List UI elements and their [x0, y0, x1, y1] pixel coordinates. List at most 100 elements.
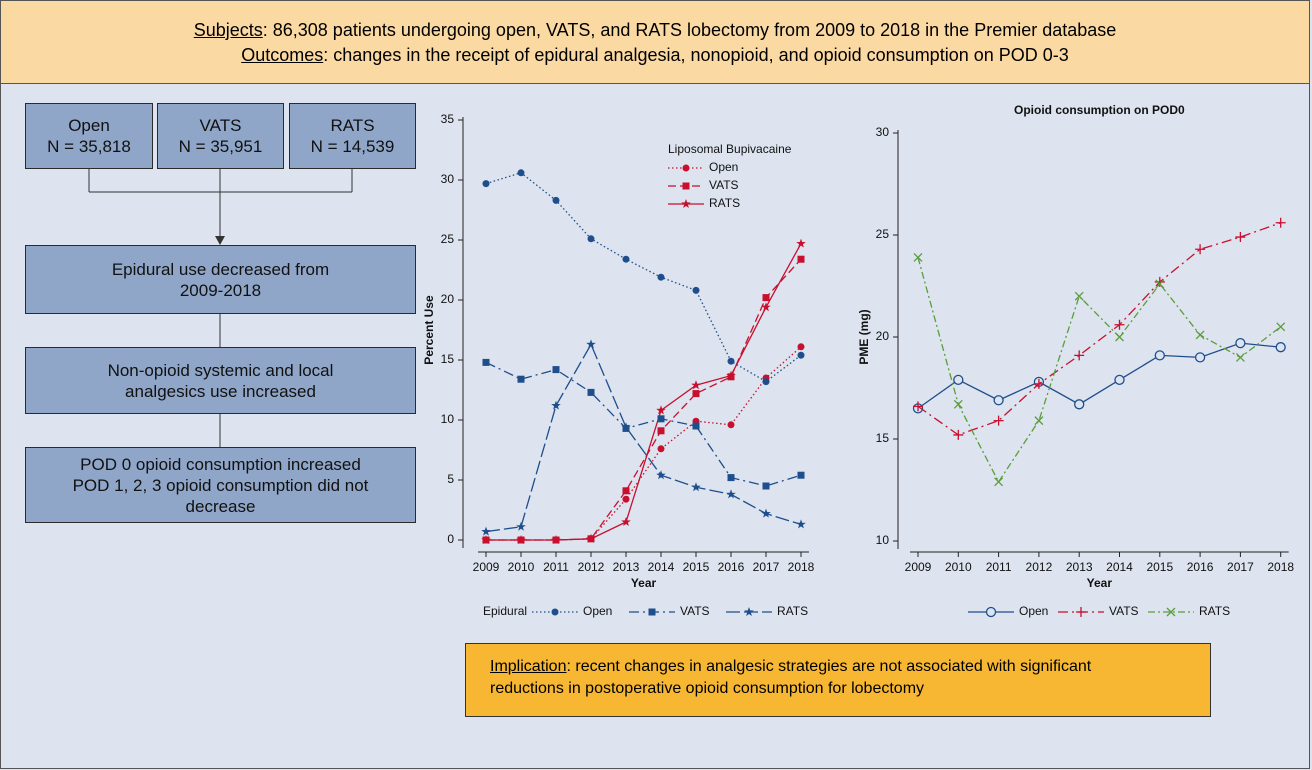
marker [657, 273, 665, 281]
marker [692, 286, 700, 294]
marker [621, 517, 631, 526]
marker [622, 255, 630, 263]
marker [1033, 378, 1044, 389]
series-line [485, 342, 802, 533]
legend-label: VATS [680, 604, 710, 618]
group-n: N = 14,539 [310, 137, 395, 156]
y-tick-label: 35 [441, 112, 455, 126]
marker [953, 399, 963, 409]
marker [481, 526, 491, 536]
marker [656, 405, 666, 415]
marker [1166, 607, 1176, 617]
marker [622, 487, 630, 495]
marker [1195, 244, 1206, 255]
marker [517, 375, 525, 383]
marker [1235, 337, 1246, 349]
marker [727, 474, 735, 482]
marker [586, 533, 596, 543]
marker [1074, 399, 1085, 410]
marker [1076, 607, 1086, 617]
x-tick-label: 2015 [683, 560, 710, 574]
outcomes-text: : changes in the receipt of epidural ana… [323, 45, 1069, 65]
x-tick-label: 2011 [543, 560, 569, 574]
y-tick-label: 25 [441, 232, 455, 246]
series-line [485, 172, 802, 383]
group-label: Open [68, 116, 110, 135]
group-box: VATS N = 35,951 [157, 103, 284, 169]
marker [1195, 330, 1205, 340]
step-line: POD 0 opioid consumption increased [80, 454, 361, 474]
marker [482, 358, 490, 366]
x-tick-label: 2010 [945, 560, 972, 574]
marker [551, 535, 561, 544]
header: Subjects: 86,308 patients undergoing ope… [0, 0, 1310, 84]
marker [622, 495, 630, 503]
marker [1235, 352, 1245, 362]
chart-title: Opioid consumption on POD0 [1014, 103, 1185, 117]
marker [1155, 279, 1165, 289]
marker [727, 421, 735, 429]
marker [727, 357, 735, 365]
marker [657, 415, 665, 423]
subjects-line: Subjects: 86,308 patients undergoing ope… [1, 18, 1309, 43]
y-tick-label: 15 [441, 352, 455, 366]
step-box: POD 0 opioid consumption increased POD 1,… [25, 447, 416, 523]
marker [517, 169, 525, 177]
series-line [486, 346, 802, 541]
x-tick-label: 2012 [578, 560, 605, 574]
implication-label: Implication [490, 658, 567, 675]
x-tick-label: 2009 [473, 560, 500, 574]
x-tick-label: 2016 [1187, 560, 1214, 574]
subjects-label: Subjects [193, 20, 263, 40]
step-line: POD 1, 2, 3 opioid consumption did not [72, 475, 369, 495]
marker [744, 607, 754, 616]
y-tick-label: 10 [876, 533, 890, 547]
y-tick-label: 10 [441, 412, 455, 426]
step-box: Epidural use decreased from 2009-2018 [25, 245, 416, 314]
marker [657, 445, 665, 453]
marker [953, 374, 964, 385]
x-tick-label: 2012 [1026, 560, 1053, 574]
step-line: Epidural use decreased from [111, 259, 330, 279]
marker [552, 196, 560, 204]
legend-label: Open [1019, 604, 1048, 618]
marker [691, 482, 701, 492]
marker [761, 302, 771, 312]
marker [726, 370, 736, 380]
connector [88, 168, 353, 447]
marker [692, 422, 700, 430]
x-tick-label: 2016 [718, 560, 745, 574]
x-tick-label: 2009 [905, 560, 932, 574]
marker [1115, 332, 1124, 342]
subjects-text: : 86,308 patients undergoing open, VATS,… [262, 20, 1117, 40]
legend-label: VATS [1109, 604, 1139, 618]
marker [762, 482, 770, 490]
step-line: Non-opioid systemic and local [107, 360, 334, 380]
outcomes-line: Outcomes: changes in the receipt of epid… [1, 43, 1309, 68]
legend-title: Epidural [483, 604, 527, 618]
y-tick-label: 30 [441, 172, 455, 186]
marker [482, 180, 490, 188]
content-frame [0, 84, 1310, 769]
series-line [486, 243, 802, 541]
y-tick-label: 0 [447, 532, 454, 546]
marker [797, 343, 805, 351]
marker [796, 238, 806, 248]
marker [1154, 350, 1165, 361]
y-tick-label: 30 [876, 125, 890, 139]
x-tick-label: 2014 [1106, 560, 1133, 574]
legend-label: Open [709, 160, 738, 174]
marker [621, 422, 631, 432]
marker [1194, 352, 1206, 363]
marker [1114, 319, 1125, 330]
group-n: N = 35,818 [47, 137, 131, 156]
marker [1034, 416, 1044, 426]
marker [1114, 374, 1125, 385]
step-line: decrease [185, 496, 256, 516]
arrowhead [215, 236, 225, 245]
step-box: Non-opioid systemic and local analgesics … [25, 347, 416, 414]
legend-label: RATS [709, 196, 740, 210]
marker [516, 535, 526, 544]
